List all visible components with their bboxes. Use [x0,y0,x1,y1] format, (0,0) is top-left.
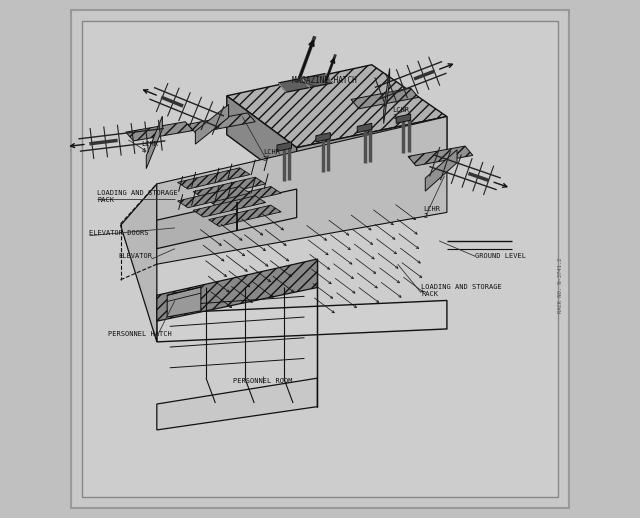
Text: GROUND LEVEL: GROUND LEVEL [476,253,527,260]
Text: LOADING AND STORAGE
RACK: LOADING AND STORAGE RACK [421,283,502,297]
Polygon shape [351,88,419,109]
Polygon shape [157,202,237,249]
Text: RACK NO. N-3741.2: RACK NO. N-3741.2 [558,257,563,312]
Polygon shape [357,123,372,133]
Polygon shape [157,259,317,321]
Text: PERSONNEL HATCH: PERSONNEL HATCH [108,331,172,337]
Polygon shape [167,287,201,317]
Text: ELEVATOR DOORS: ELEVATOR DOORS [90,230,149,236]
Polygon shape [316,133,330,142]
Polygon shape [297,117,447,186]
FancyBboxPatch shape [82,21,558,497]
Polygon shape [157,117,447,264]
Polygon shape [193,177,266,198]
Text: LCHR
3: LCHR 3 [263,149,280,162]
Polygon shape [195,105,228,144]
Polygon shape [227,96,297,186]
Text: LCHR
1: LCHR 1 [392,107,410,121]
Polygon shape [188,113,255,133]
FancyBboxPatch shape [72,10,569,508]
Polygon shape [396,114,411,123]
Text: LOADING AND STORAGE
RACK: LOADING AND STORAGE RACK [97,190,178,204]
Polygon shape [147,116,163,169]
Polygon shape [425,150,457,191]
Polygon shape [120,184,157,342]
Polygon shape [193,196,266,217]
Polygon shape [209,205,281,226]
Text: ELEVATOR: ELEVATOR [118,253,152,260]
Polygon shape [277,142,291,151]
Polygon shape [157,378,317,430]
Polygon shape [157,300,447,342]
Polygon shape [227,65,447,148]
Text: PERSONNEL ROOM: PERSONNEL ROOM [233,378,292,384]
Text: LCHR
4: LCHR 4 [141,141,158,154]
Text: LCHR
2: LCHR 2 [424,206,440,219]
Polygon shape [278,74,333,92]
Text: MAGAZINE HATCH: MAGAZINE HATCH [291,76,356,85]
Polygon shape [177,168,250,189]
Polygon shape [209,186,281,208]
Polygon shape [125,122,193,141]
Polygon shape [408,146,473,166]
Polygon shape [177,186,250,208]
Polygon shape [237,189,297,231]
Polygon shape [383,68,390,124]
